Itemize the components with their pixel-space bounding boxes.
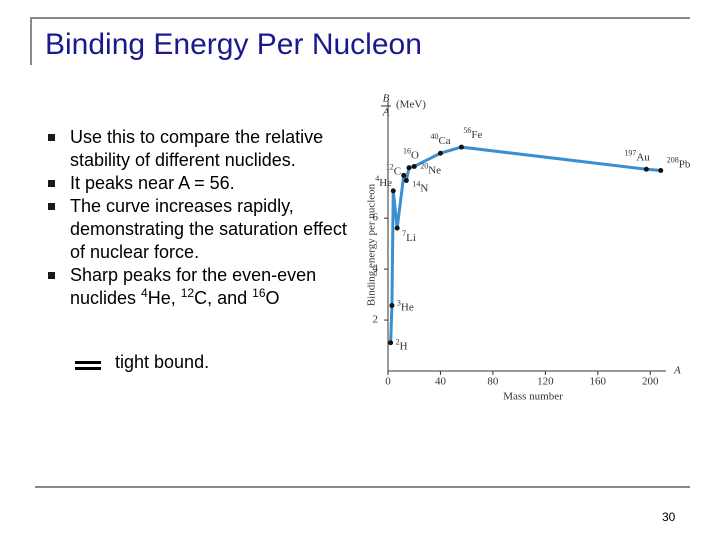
bullet: Use this to compare the relative stabili… [48, 126, 348, 172]
element-symbol: Ca [438, 135, 450, 147]
x-axis-label: Mass number [503, 391, 563, 403]
data-point [389, 303, 395, 309]
text-run: Sharp peaks for the even-even nuclides [70, 265, 317, 308]
element-symbol: Li [406, 232, 416, 244]
element-symbol: Ne [428, 164, 441, 176]
curve [389, 145, 661, 343]
x-tick-label: 0 [385, 376, 391, 388]
text-run: He, [147, 288, 181, 308]
element-symbol: O [411, 149, 419, 161]
mass-number: 7 [402, 229, 406, 238]
nuclide-label: 16O [403, 147, 419, 162]
frame-line [30, 17, 32, 65]
mass-number: 197 [624, 148, 636, 157]
nuclide-label: 2H [396, 338, 408, 353]
text-run: O [265, 288, 280, 308]
superscript: 4 [141, 286, 148, 300]
superscript: 16 [252, 286, 266, 300]
frame-line [35, 486, 690, 488]
x-tick-label: 40 [435, 376, 447, 388]
element-symbol: N [420, 182, 428, 194]
nuclide-label: 14N [412, 179, 428, 194]
mass-number: 56 [463, 126, 471, 135]
bullet: The curve increases rapidly, demonstrati… [48, 195, 348, 264]
nuclide-label: 4He [375, 174, 392, 189]
x-tick-label: 80 [487, 376, 499, 388]
element-symbol: Au [636, 151, 650, 163]
x-tick-label: 160 [590, 376, 607, 388]
mass-number: 40 [430, 132, 438, 141]
y-tick-label: 6 [373, 212, 379, 224]
mass-number: 3 [397, 298, 401, 307]
equivalence-sign [75, 361, 101, 364]
data-point [437, 150, 443, 156]
y-tick-label: 4 [373, 263, 379, 275]
y-quantity: A [382, 107, 390, 119]
nuclide-label: 40Ca [430, 132, 450, 147]
conclusion: tight bound. [115, 352, 210, 372]
data-point [394, 225, 400, 231]
element-symbol: He [379, 176, 392, 188]
frame-line [30, 17, 690, 19]
mass-number: 16 [403, 147, 411, 156]
nuclide-label: 3He [397, 298, 414, 313]
mass-number: 208 [667, 155, 679, 164]
data-point [643, 166, 649, 172]
bullet-list: Use this to compare the relative stabili… [48, 126, 348, 310]
text-run: C, and [194, 288, 253, 308]
bullet: Sharp peaks for the even-even nuclides 4… [48, 264, 348, 310]
nuclide-label: 208Pb [667, 155, 691, 170]
nuclide-label: 56Fe [463, 126, 482, 141]
element-symbol: Fe [471, 129, 482, 141]
nuclide-label: 12C [386, 162, 401, 177]
nuclide-label: 197Au [624, 148, 650, 163]
mass-number: 20 [420, 161, 428, 170]
bullet: It peaks near A = 56. [48, 172, 348, 195]
data-point [658, 168, 664, 174]
y-quantity: B [383, 93, 390, 105]
data-point [406, 165, 412, 171]
superscript: 12 [180, 286, 195, 300]
mass-number: 4 [375, 174, 379, 183]
data-point [411, 163, 417, 169]
equivalence-sign [75, 367, 101, 370]
element-symbol: He [401, 301, 414, 313]
y-axis-label: Binding energy per nucleon [366, 183, 378, 306]
page-number: 30 [662, 510, 676, 524]
data-point [401, 172, 407, 178]
mass-number: 2 [396, 338, 400, 347]
y-unit: (MeV) [396, 99, 426, 111]
data-point [388, 340, 394, 346]
y-tick-label: 2 [373, 314, 379, 326]
x-axis-symbol: A [673, 365, 681, 377]
element-symbol: Pb [679, 158, 691, 170]
x-tick-label: 120 [537, 376, 554, 388]
x-tick-label: 200 [642, 376, 659, 388]
nuclide-label: 20Ne [420, 161, 441, 176]
mass-number: 12 [386, 162, 394, 171]
data-point [390, 188, 396, 194]
mass-number: 14 [412, 179, 420, 188]
data-point [403, 177, 409, 183]
slide-title: Binding Energy Per Nucleon [45, 28, 422, 61]
nuclide-label: 7Li [402, 229, 416, 244]
element-symbol: H [400, 340, 408, 352]
element-symbol: C [394, 165, 401, 177]
data-point [458, 144, 464, 150]
